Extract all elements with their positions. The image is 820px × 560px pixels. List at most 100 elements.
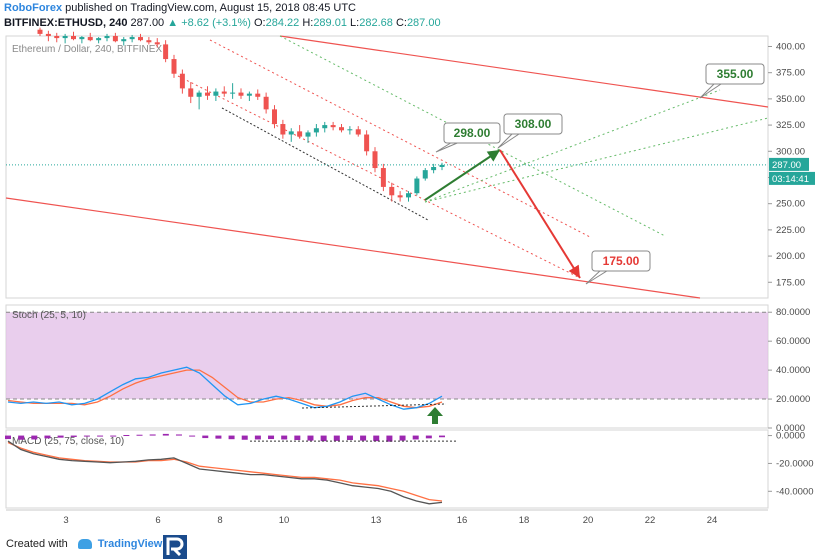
candle-body bbox=[330, 125, 336, 128]
candle-body bbox=[238, 92, 244, 96]
candle-body bbox=[37, 29, 43, 34]
macd-hist-bar bbox=[386, 435, 393, 442]
macd-hist-bar bbox=[83, 435, 90, 437]
publisher[interactable]: RoboForex bbox=[4, 2, 63, 14]
price-tick-label: 225.00 bbox=[776, 225, 805, 236]
candle-body bbox=[280, 124, 286, 135]
macd-tick-label: -40.0000 bbox=[776, 486, 814, 497]
pane-frame-0 bbox=[5, 35, 769, 299]
macd-hist-bar bbox=[412, 435, 419, 440]
macd-hist-bar bbox=[18, 435, 25, 440]
candle-body bbox=[372, 151, 378, 169]
candle-body bbox=[112, 36, 118, 42]
high-label: H: bbox=[302, 17, 314, 29]
candle-body bbox=[288, 131, 294, 135]
candle-body bbox=[54, 36, 60, 39]
stoch-title: Stoch (25, 5, 10) bbox=[12, 310, 86, 321]
time-tick-label: 20 bbox=[583, 515, 594, 526]
candle-body bbox=[87, 37, 93, 41]
time-tick-label: 18 bbox=[519, 515, 530, 526]
price-tick-label: 200.00 bbox=[776, 251, 805, 262]
footer: Created with TradingView bbox=[6, 538, 162, 550]
macd-hist-bar bbox=[175, 434, 182, 436]
candle-body bbox=[431, 167, 437, 171]
published-text: published on TradingView.com, August 15,… bbox=[65, 2, 357, 14]
macd-hist-bar bbox=[320, 435, 327, 442]
publish-line: RoboForex published on TradingView.com, … bbox=[4, 2, 356, 14]
candle-body bbox=[313, 128, 319, 133]
target-355-label: 355.00 bbox=[717, 67, 754, 81]
macd-hist-bar bbox=[241, 435, 248, 440]
target-355-box bbox=[705, 63, 765, 85]
chart-canvas[interactable]: 400.00375.00350.00325.00300.00275.00250.… bbox=[0, 0, 820, 532]
candle-body bbox=[171, 59, 177, 74]
target-308-box bbox=[503, 113, 563, 135]
candle-body bbox=[397, 195, 403, 198]
created-with-text: Created with bbox=[6, 538, 68, 550]
macd-hist-bar bbox=[360, 435, 367, 441]
candle-body bbox=[255, 93, 261, 97]
candle-body bbox=[146, 40, 152, 43]
macd-hist-bar bbox=[202, 435, 209, 439]
countdown-label: 03:14:41 bbox=[772, 174, 809, 185]
macd-hist-bar bbox=[5, 435, 11, 440]
last-price-badge-label: 287.00 bbox=[772, 160, 801, 171]
macd-title: MACD (25, 75, close, 10) bbox=[12, 436, 124, 447]
countdown-badge bbox=[769, 171, 815, 185]
symbol[interactable]: BITFINEX:ETHUSD, 240 bbox=[4, 17, 128, 29]
candle-body bbox=[221, 91, 227, 94]
macd-hist-bar bbox=[399, 435, 406, 441]
inner-channel-top bbox=[209, 39, 591, 238]
macd-main-line bbox=[7, 440, 443, 505]
stoch-main-line bbox=[7, 366, 443, 410]
macd-tick-label: -20.0000 bbox=[776, 458, 814, 469]
macd-hist-bar bbox=[425, 435, 432, 439]
price-tick-label: 175.00 bbox=[776, 277, 805, 288]
inner-channel-bottom bbox=[177, 75, 581, 279]
fan-line-3 bbox=[424, 89, 721, 203]
time-tick-label: 8 bbox=[217, 515, 222, 526]
last-price: 287.00 bbox=[130, 17, 165, 29]
candle-body bbox=[213, 91, 219, 96]
macd-hist-bar bbox=[346, 435, 353, 441]
candle-body bbox=[230, 92, 236, 94]
time-tick-label: 22 bbox=[645, 515, 656, 526]
target-175-label: 175.00 bbox=[603, 254, 640, 268]
macd-hist-bar bbox=[281, 435, 288, 440]
close-label: C: bbox=[395, 17, 407, 29]
candle-body bbox=[179, 73, 185, 89]
candle-body bbox=[121, 39, 127, 42]
candle-body bbox=[422, 170, 428, 179]
candle-body bbox=[389, 186, 395, 196]
price-change: ▲ +8.62 (+3.1%) bbox=[167, 17, 251, 29]
candle-body bbox=[154, 42, 160, 45]
candle-body bbox=[272, 109, 277, 125]
buy-signal-arrow-icon bbox=[427, 407, 443, 424]
candle-body bbox=[406, 193, 411, 198]
target-298-box bbox=[443, 122, 501, 144]
close-value: 287.00 bbox=[406, 17, 441, 29]
macd-hist-bar bbox=[307, 435, 314, 441]
macd-hist-bar bbox=[268, 435, 275, 440]
macd-hist-bar bbox=[97, 435, 104, 437]
macd-signal-line bbox=[7, 441, 443, 502]
open-label: O: bbox=[253, 17, 266, 29]
candle-body bbox=[96, 38, 102, 41]
candle-body bbox=[104, 36, 110, 39]
last-price-badge bbox=[769, 157, 809, 171]
time-tick-label: 24 bbox=[707, 515, 718, 526]
high-value: 289.01 bbox=[313, 17, 347, 29]
time-tick-label: 10 bbox=[279, 515, 290, 526]
candle-body bbox=[79, 37, 85, 40]
candle-body bbox=[439, 164, 445, 167]
price-tick-label: 375.00 bbox=[776, 68, 805, 79]
stoch-tick-label: 80.0000 bbox=[776, 307, 810, 318]
candle-body bbox=[297, 131, 303, 137]
candle-body bbox=[62, 36, 68, 39]
price-tick-label: 350.00 bbox=[776, 94, 805, 105]
tradingview-brand[interactable]: TradingView bbox=[97, 538, 163, 550]
candle-body bbox=[347, 129, 353, 131]
macd-hist-bar bbox=[294, 435, 301, 441]
stoch-tick-label: 20.0000 bbox=[776, 394, 810, 405]
roboforex-logo-icon bbox=[163, 535, 187, 559]
